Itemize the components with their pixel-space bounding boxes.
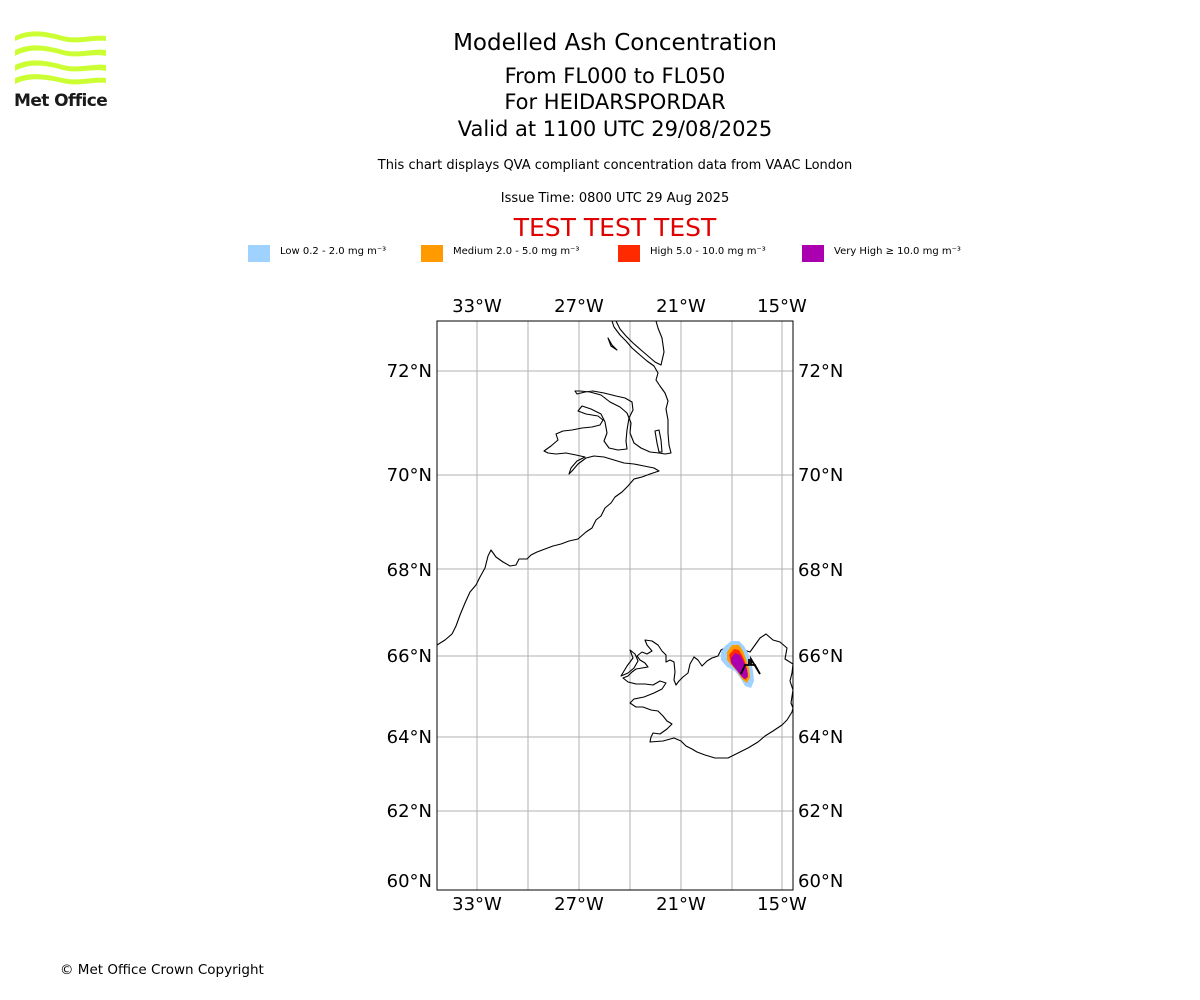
lat-tick-right-72n: 72°N [798, 361, 843, 382]
met-office-logo-text: Met Office [14, 91, 108, 111]
lat-tick-right-66n: 66°N [798, 646, 843, 667]
volcano-name: For HEIDARSPORDAR [504, 90, 726, 114]
lon-tick-bottom-15w: 15°W [757, 894, 807, 915]
lon-tick-top-21w: 21°W [656, 296, 706, 317]
lat-tick-right-60n: 60°N [798, 871, 843, 892]
latitude-ticks-right: 72°N 70°N 68°N 66°N 64°N 62°N 60°N [798, 361, 843, 892]
lat-tick-left-60n: 60°N [387, 871, 432, 892]
volcano-icon [740, 655, 761, 675]
lat-tick-right-64n: 64°N [798, 727, 843, 748]
ash-plume [721, 641, 754, 688]
legend-swatch-low [248, 245, 270, 262]
issue-time: Issue Time: 0800 UTC 29 Aug 2025 [500, 191, 730, 206]
lon-tick-bottom-21w: 21°W [656, 894, 706, 915]
greenland-island [654, 429, 663, 453]
copyright-notice: © Met Office Crown Copyright [60, 962, 264, 978]
legend-swatch-high [618, 245, 640, 262]
valid-time: Valid at 1100 UTC 29/08/2025 [457, 117, 773, 141]
lon-tick-top-15w: 15°W [757, 296, 807, 317]
legend-label-low: Low 0.2 - 2.0 mg m⁻³ [280, 246, 387, 257]
lat-tick-left-72n: 72°N [387, 361, 432, 382]
lat-tick-left-70n: 70°N [387, 465, 432, 486]
lat-tick-left-68n: 68°N [387, 560, 432, 581]
lat-tick-right-70n: 70°N [798, 465, 843, 486]
map-frame [436, 320, 794, 891]
legend-label-high: High 5.0 - 10.0 mg m⁻³ [650, 246, 766, 257]
ash-contour-very-high [731, 653, 748, 679]
lat-tick-left-66n: 66°N [387, 646, 432, 667]
lon-tick-top-33w: 33°W [452, 296, 502, 317]
greenland-fjord [615, 321, 665, 366]
lon-tick-bottom-27w: 27°W [554, 894, 604, 915]
lon-tick-top-27w: 27°W [554, 296, 604, 317]
lat-tick-right-68n: 68°N [798, 560, 843, 581]
greenland-inlet [607, 337, 618, 351]
test-banner: TEST TEST TEST [513, 213, 717, 242]
met-office-waves-icon [15, 31, 106, 85]
lat-tick-left-64n: 64°N [387, 727, 432, 748]
map-gridlines [437, 321, 793, 890]
legend-swatch-medium [421, 245, 443, 262]
lat-tick-left-62n: 62°N [387, 801, 432, 822]
legend-label-medium: Medium 2.0 - 5.0 mg m⁻³ [453, 246, 580, 257]
flight-level-range: From FL000 to FL050 [504, 64, 726, 88]
longitude-ticks-top: 33°W 27°W 21°W 15°W [452, 296, 807, 317]
lat-tick-right-62n: 62°N [798, 801, 843, 822]
legend-swatch-very-high [802, 245, 824, 262]
legend-label-very-high: Very High ≥ 10.0 mg m⁻³ [834, 246, 961, 257]
lon-tick-bottom-33w: 33°W [452, 894, 502, 915]
chart-title: Modelled Ash Concentration [453, 30, 777, 56]
longitude-ticks-bottom: 33°W 27°W 21°W 15°W [452, 894, 807, 915]
chart-subtitle: This chart displays QVA compliant concen… [377, 158, 853, 173]
iceland-coastline [622, 633, 793, 759]
met-office-logo: Met Office [14, 30, 109, 112]
iceland-peninsula [620, 649, 639, 677]
latitude-ticks-left: 72°N 70°N 68°N 66°N 64°N 62°N 60°N [387, 361, 432, 892]
greenland-coastline [437, 321, 672, 646]
